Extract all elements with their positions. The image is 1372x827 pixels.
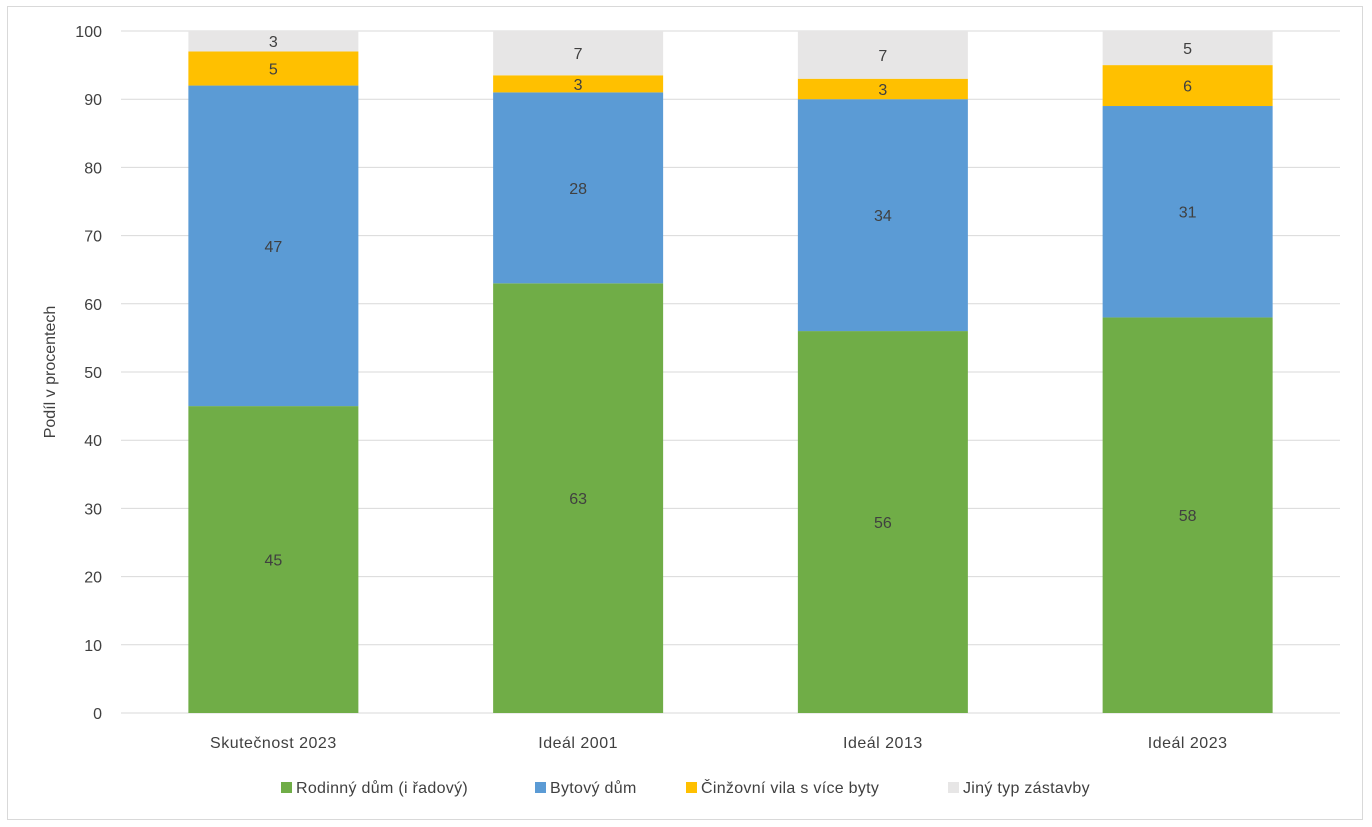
y-tick-label: 70 <box>84 229 102 246</box>
y-tick-label: 50 <box>84 365 102 382</box>
data-label: 63 <box>569 491 587 508</box>
data-label: 3 <box>574 77 583 94</box>
y-tick-label: 60 <box>84 297 102 314</box>
data-label: 7 <box>574 46 583 63</box>
bar-segment <box>493 283 664 713</box>
legend-swatch <box>535 782 546 793</box>
bar-segment <box>188 51 359 86</box>
y-axis-title: Podíl v procentech <box>42 306 59 439</box>
legend: Rodinný dům (i řadový) Bytový dům Činžovní… <box>281 778 1090 797</box>
y-tick-labels: 0 10 20 30 40 50 60 70 80 90 100 <box>75 24 102 723</box>
legend-label: Jiný typ zástavby <box>963 780 1090 797</box>
x-category-label: Ideál 2013 <box>843 735 923 752</box>
bar-segment <box>1102 65 1273 107</box>
bar-segment <box>1102 317 1273 713</box>
data-label: 45 <box>264 553 282 570</box>
bar-segment <box>493 92 664 284</box>
data-label: 58 <box>1179 508 1197 525</box>
data-label: 3 <box>269 34 278 51</box>
bar-segment <box>797 78 968 100</box>
bars: 45 47 5 3 63 28 3 7 56 34 3 7 58 31 6 5 <box>188 31 1273 713</box>
y-tick-label: 0 <box>93 706 102 723</box>
bar-segment <box>188 406 359 713</box>
y-tick-label: 30 <box>84 501 102 518</box>
y-tick-label: 20 <box>84 570 102 587</box>
data-label: 3 <box>878 82 887 99</box>
legend-label: Činžovní vila s více byty <box>701 778 879 797</box>
data-label: 56 <box>874 515 892 532</box>
x-category-label: Skutečnost 2023 <box>210 735 337 752</box>
x-category-label: Ideál 2001 <box>538 735 618 752</box>
legend-swatch <box>948 782 959 793</box>
y-tick-label: 100 <box>75 24 102 41</box>
y-tick-label: 40 <box>84 433 102 450</box>
y-tick-label: 90 <box>84 92 102 109</box>
data-label: 5 <box>1183 41 1192 58</box>
y-tick-label: 80 <box>84 160 102 177</box>
bar-segment <box>797 99 968 332</box>
x-category-label: Ideál 2023 <box>1148 735 1228 752</box>
legend-label: Rodinný dům (i řadový) <box>296 779 468 797</box>
legend-swatch <box>281 782 292 793</box>
data-label: 28 <box>569 181 587 198</box>
data-label: 6 <box>1183 79 1192 96</box>
data-label: 5 <box>269 62 278 79</box>
bar-segment <box>188 85 359 407</box>
bar-segment <box>188 31 359 52</box>
data-label: 47 <box>264 239 282 256</box>
legend-label: Bytový dům <box>550 779 637 797</box>
bar-segment <box>797 331 968 713</box>
bar-segment <box>1102 106 1273 318</box>
data-label: 34 <box>874 208 892 225</box>
data-label: 31 <box>1179 205 1197 222</box>
legend-swatch <box>686 782 697 793</box>
y-tick-label: 10 <box>84 638 102 655</box>
data-label: 7 <box>878 48 887 65</box>
bar-segment <box>797 31 968 79</box>
bar-segment <box>493 75 664 93</box>
bar-segment <box>493 31 664 76</box>
x-category-labels: Skutečnost 2023 Ideál 2001 Ideál 2013 Ideál… <box>210 735 1227 752</box>
bar-segment <box>1102 31 1273 66</box>
